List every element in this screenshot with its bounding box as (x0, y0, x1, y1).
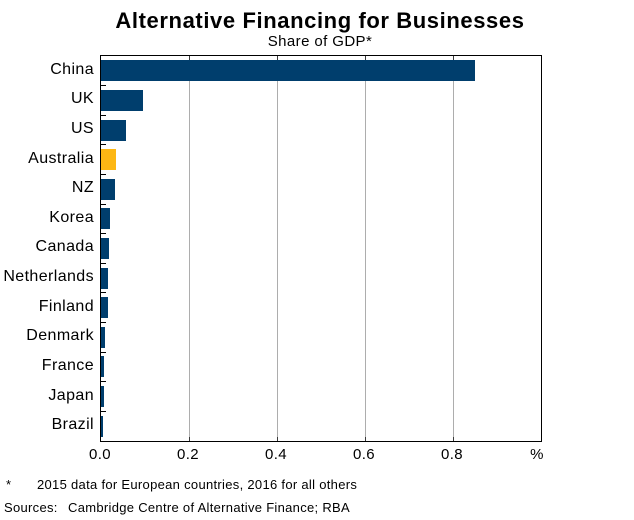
category-label-netherlands: Netherlands (3, 268, 94, 286)
bar-japan (101, 386, 105, 408)
bar-nz (101, 178, 115, 200)
category-label-france: France (41, 356, 94, 374)
x-tick-label-0.6: 0.6 (352, 446, 376, 463)
y-axis-tick (101, 381, 106, 383)
x-axis-tick (365, 56, 366, 60)
chart-title: Alternative Financing for Businesses (115, 8, 525, 33)
x-axis-tick (277, 56, 278, 60)
bar-australia (101, 149, 117, 171)
footnote-marker: * (6, 477, 12, 492)
category-label-australia: Australia (28, 149, 94, 167)
bar-china (101, 60, 475, 82)
category-label-japan: Japan (48, 386, 94, 404)
x-axis-tick (189, 56, 190, 60)
y-axis-tick (101, 233, 106, 235)
x-axis-tick (365, 437, 366, 441)
y-axis-tick (101, 144, 106, 146)
gridline-0.2 (189, 56, 190, 441)
x-axis-tick (453, 56, 454, 60)
category-label-korea: Korea (49, 208, 94, 226)
y-axis-tick (101, 262, 106, 264)
bar-canada (101, 238, 109, 259)
y-axis-tick (101, 85, 106, 87)
x-tick-label-0.8: 0.8 (440, 446, 464, 463)
chart-subtitle: Share of GDP* (267, 33, 373, 50)
x-tick-label-0.0: 0.0 (88, 446, 112, 463)
x-axis-tick (277, 437, 278, 441)
category-label-us: US (70, 120, 94, 138)
category-label-nz: NZ (71, 179, 94, 197)
category-label-canada: Canada (35, 238, 94, 256)
footnote-text: 2015 data for European countries, 2016 f… (37, 477, 358, 492)
x-axis-tick (453, 437, 454, 441)
x-tick-label-0.4: 0.4 (264, 446, 288, 463)
y-axis-tick (101, 173, 106, 175)
category-label-denmark: Denmark (26, 327, 94, 345)
gridline-0.4 (277, 56, 278, 441)
plot-area (100, 55, 542, 442)
y-axis-tick (101, 410, 106, 412)
y-axis-tick (101, 351, 106, 353)
gridline-0.8 (453, 56, 454, 441)
x-tick-label-0.2: 0.2 (176, 446, 200, 463)
bar-us (101, 119, 126, 141)
bar-france (101, 356, 105, 378)
y-axis-tick (101, 203, 106, 205)
category-label-china: China (50, 60, 94, 78)
y-axis-tick (101, 322, 106, 324)
category-label-finland: Finland (38, 297, 94, 315)
sources-label: Sources: (4, 500, 58, 515)
y-axis-tick (101, 114, 106, 116)
bar-uk (101, 89, 144, 111)
bar-denmark (101, 326, 105, 348)
category-label-uk: UK (70, 90, 94, 108)
x-axis-unit-label: % (530, 446, 544, 463)
bar-netherlands (101, 267, 109, 289)
x-axis-labels: 0.0 0.2 0.4 0.6 0.8% (89, 446, 544, 466)
category-labels: China UK US Australia NZ Korea Canada Netherlan… (0, 55, 94, 440)
bar-finland (101, 297, 108, 319)
y-axis-tick (101, 292, 106, 294)
bar-korea (101, 208, 111, 230)
gridline-0.6 (365, 56, 366, 441)
category-label-brazil: Brazil (51, 416, 94, 434)
bar-brazil (101, 415, 103, 437)
x-axis-tick (189, 437, 190, 441)
sources-text: Cambridge Centre of Alternative Finance;… (68, 500, 350, 515)
